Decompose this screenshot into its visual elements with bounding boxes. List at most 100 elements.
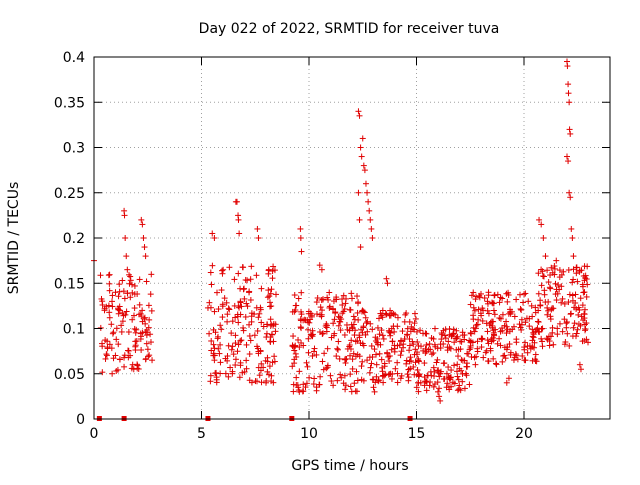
data-point — [544, 267, 551, 274]
data-point — [559, 328, 566, 335]
data-point — [490, 300, 497, 307]
data-point — [472, 361, 479, 368]
data-point — [327, 372, 334, 379]
data-point — [309, 333, 316, 340]
data-point — [357, 144, 364, 151]
data-point — [394, 323, 401, 330]
data-point — [501, 322, 508, 329]
data-point — [348, 290, 355, 297]
data-point — [103, 352, 110, 359]
y-tick-label: 0.4 — [63, 50, 85, 66]
data-point — [441, 332, 448, 339]
data-point — [444, 380, 451, 387]
data-point — [402, 311, 409, 318]
data-point — [229, 318, 236, 325]
data-point — [548, 306, 555, 313]
data-point — [389, 370, 396, 377]
data-point — [311, 348, 318, 355]
data-point — [227, 364, 234, 371]
data-point — [573, 270, 580, 277]
data-point — [480, 354, 487, 361]
data-point — [574, 326, 581, 333]
data-point — [319, 296, 326, 303]
data-point — [437, 370, 444, 377]
data-point — [451, 380, 458, 387]
data-point — [311, 375, 318, 382]
data-point — [346, 341, 353, 348]
data-point — [296, 368, 303, 375]
data-point — [145, 302, 152, 309]
data-point — [483, 320, 490, 327]
data-point — [426, 340, 433, 347]
data-point — [520, 299, 527, 306]
data-point — [131, 291, 138, 298]
data-point — [101, 305, 108, 312]
data-point — [103, 351, 110, 358]
data-point — [265, 287, 272, 294]
data-point — [571, 320, 578, 327]
data-point — [473, 353, 480, 360]
data-point — [268, 286, 275, 293]
data-point — [328, 334, 335, 341]
data-point — [522, 290, 529, 297]
y-axis-label: SRMTID / TECUs — [6, 182, 22, 295]
data-point — [269, 275, 276, 282]
data-point — [359, 307, 366, 314]
data-point — [511, 323, 518, 330]
data-point — [433, 359, 440, 366]
data-point — [474, 345, 481, 352]
data-point — [455, 376, 462, 383]
data-point — [238, 337, 245, 344]
data-point — [237, 337, 244, 344]
data-point — [330, 298, 337, 305]
data-point — [488, 338, 495, 345]
data-point — [314, 294, 321, 301]
data-point — [548, 264, 555, 271]
data-point — [304, 363, 311, 370]
data-point — [218, 287, 225, 294]
data-point — [105, 272, 112, 279]
data-point — [209, 230, 216, 237]
data-point — [473, 322, 480, 329]
data-point — [472, 325, 479, 332]
data-point — [136, 301, 143, 308]
data-point — [99, 298, 106, 305]
data-point — [570, 253, 577, 260]
data-point — [305, 335, 312, 342]
data-point — [237, 362, 244, 369]
data-point — [529, 337, 536, 344]
data-point — [490, 327, 497, 334]
data-point — [377, 341, 384, 348]
data-point — [113, 325, 120, 332]
data-point — [572, 291, 579, 298]
data-point — [233, 198, 240, 205]
data-point — [561, 316, 568, 323]
data-point — [503, 379, 510, 386]
data-point — [217, 359, 224, 366]
data-point — [229, 343, 236, 350]
data-point — [573, 305, 580, 312]
data-point — [339, 301, 346, 308]
data-point — [342, 386, 349, 393]
data-point — [451, 362, 458, 369]
data-point — [472, 296, 479, 303]
data-point — [332, 310, 339, 317]
data-point — [138, 216, 145, 223]
data-point — [371, 346, 378, 353]
data-point — [243, 357, 250, 364]
data-point — [271, 358, 278, 365]
data-point — [355, 189, 362, 196]
data-point — [108, 345, 115, 352]
data-point — [148, 307, 155, 314]
data-point — [432, 343, 439, 350]
data-point — [417, 379, 424, 386]
data-point — [491, 291, 498, 298]
data-point — [110, 329, 117, 336]
data-point — [122, 235, 129, 241]
data-point — [266, 293, 273, 300]
data-point — [209, 262, 216, 269]
data-point — [268, 372, 275, 379]
data-point — [434, 356, 441, 363]
data-point — [570, 324, 577, 331]
data-point — [352, 353, 359, 360]
